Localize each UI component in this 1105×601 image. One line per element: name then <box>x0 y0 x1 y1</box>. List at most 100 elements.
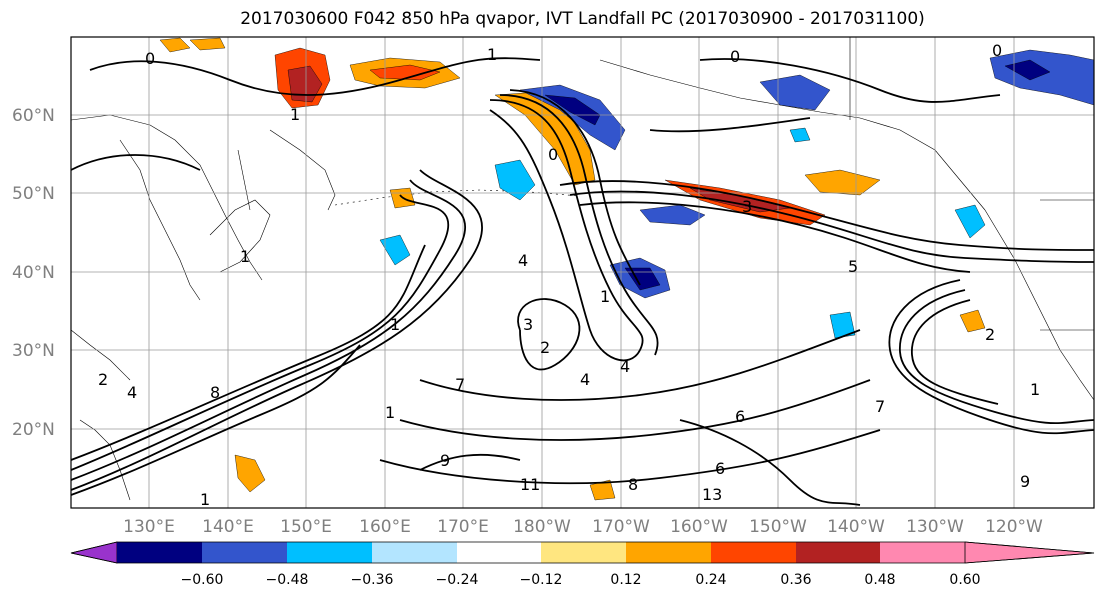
lon-label: 170°W <box>592 517 650 537</box>
ivt-contour <box>89 57 541 96</box>
shade-negative <box>544 94 601 126</box>
shade-negative <box>639 204 706 226</box>
ivt-contour <box>379 429 881 485</box>
colorbar-segment <box>711 542 796 563</box>
shade-negative <box>829 311 856 339</box>
contour-label: 8 <box>628 475 638 494</box>
colorbar-segment <box>626 542 711 563</box>
colorbar-segment <box>457 542 541 563</box>
lon-label: 130°W <box>906 517 964 537</box>
japan-islands <box>209 199 271 273</box>
contour-label: 13 <box>702 485 722 504</box>
colorbar-segment <box>372 542 457 563</box>
shade-negative <box>954 204 986 239</box>
contour-label: 1 <box>385 403 395 422</box>
latitude-labels: 60°N 50°N 40°N 30°N 20°N <box>12 106 55 440</box>
colorbar-tick-label: −0.36 <box>351 572 394 588</box>
contour-label: 5 <box>848 257 858 276</box>
contour-label: 7 <box>875 397 885 416</box>
shade-positive <box>369 64 441 81</box>
ivt-contour <box>71 194 450 471</box>
lat-label: 30°N <box>12 341 55 361</box>
contour-label: 4 <box>518 251 528 270</box>
colorbar-segment <box>880 542 965 563</box>
ivt-contour <box>699 58 1001 103</box>
longitude-labels: 130°E 140°E 150°E 160°E 170°E 180°W 170°… <box>123 517 1043 537</box>
colorbar-tick-label: 0.12 <box>610 572 641 588</box>
ivt-contour <box>499 94 659 356</box>
contour-label: 1 <box>290 105 300 124</box>
contour-label: 3 <box>523 315 533 334</box>
lon-label: 140°W <box>827 517 885 537</box>
contour-label: 4 <box>620 357 630 376</box>
colorbar-segment <box>117 542 202 563</box>
contour-label: 2 <box>98 370 108 389</box>
shade-negative <box>789 127 811 143</box>
lat-label: 60°N <box>12 106 55 126</box>
shade-negative <box>759 74 831 111</box>
lat-label: 50°N <box>12 184 55 204</box>
ivt-contour <box>579 201 971 273</box>
sakhalin <box>237 149 251 211</box>
contour-label: 3 <box>742 197 752 216</box>
shade-negative <box>519 84 626 151</box>
ivt-contour <box>399 379 871 441</box>
contour-label: 6 <box>735 407 745 426</box>
ivt-contour <box>71 244 426 461</box>
colorbar-tick-label: 0.48 <box>864 572 895 588</box>
contour-label: 1 <box>200 490 210 509</box>
ivt-contour <box>489 99 644 362</box>
lon-label: 150°E <box>280 517 332 537</box>
ivt-contour <box>71 154 201 171</box>
contour-label: 7 <box>455 375 465 394</box>
shade-positive <box>159 37 191 53</box>
kamchatka <box>269 129 336 211</box>
contour-label: 2 <box>985 325 995 344</box>
contour-label: 0 <box>145 49 155 68</box>
colorbar-tick-label: −0.48 <box>266 572 309 588</box>
shade-positive <box>234 454 266 493</box>
contour-label: 4 <box>580 370 590 389</box>
colorbar-ticks: −0.60 −0.48 −0.36 −0.24 −0.12 0.12 0.24 … <box>181 572 981 588</box>
ivt-contour <box>71 169 484 491</box>
colorbar-tick-label: −0.24 <box>436 572 479 588</box>
contour-label: 1 <box>487 45 497 64</box>
map-panel: 0 1 1 0 1 4 1 3 2 4 3 4 5 2 1 7 8 7 11 1 <box>70 36 1095 509</box>
lon-label: 160°W <box>670 517 728 537</box>
map-title: 2017030600 F042 850 hPa qvapor, IVT Land… <box>240 9 925 29</box>
colorbar-extend-max <box>964 541 1095 564</box>
contour-label: 4 <box>127 383 137 402</box>
ivt-contour <box>888 279 1094 435</box>
colorbar-segment <box>541 542 626 563</box>
colorbar-tick-label: 0.36 <box>780 572 811 588</box>
contour-labels: 0 1 1 0 1 4 1 3 2 4 3 4 5 2 1 7 8 7 11 1 <box>98 41 1040 509</box>
china-coast <box>71 329 131 381</box>
contour-label: 9 <box>440 451 450 470</box>
ivt-contour <box>509 89 641 286</box>
shade-positive <box>804 169 881 196</box>
shade-positive <box>959 309 986 333</box>
gridlines <box>71 37 1094 508</box>
lon-label: 150°W <box>749 517 807 537</box>
colorbar-extend-min <box>70 541 118 564</box>
contour-label: 0 <box>548 145 558 164</box>
contour-label: 6 <box>715 459 725 478</box>
contour-label: 11 <box>520 475 540 494</box>
contour-label: 1 <box>1030 380 1040 399</box>
contour-label: 0 <box>992 41 1002 60</box>
contour-label: 1 <box>600 287 610 306</box>
ivt-contour <box>569 190 1094 263</box>
north-america-west-coast <box>984 209 1094 401</box>
lat-label: 40°N <box>12 263 55 283</box>
ivt-contour <box>899 289 1094 425</box>
contour-label: 9 <box>1020 472 1030 491</box>
colorbar-segment <box>796 542 880 563</box>
contour-label: 2 <box>540 338 550 357</box>
ivt-contour <box>71 179 466 481</box>
colorbar-tick-label: −0.12 <box>520 572 563 588</box>
colorbar-segment <box>202 542 287 563</box>
shade-negative <box>1004 59 1051 81</box>
ivt-contour <box>679 419 861 506</box>
colorbar-tick-label: 0.60 <box>949 572 980 588</box>
